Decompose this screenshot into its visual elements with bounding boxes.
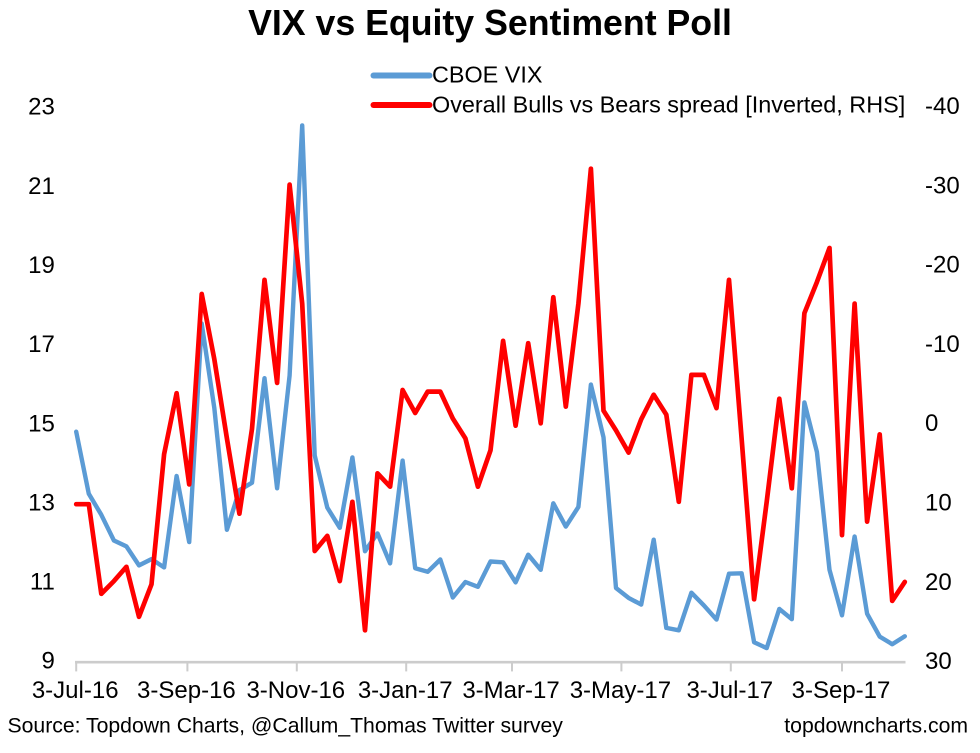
svg-text:0: 0: [925, 410, 938, 437]
svg-text:-30: -30: [925, 172, 960, 199]
svg-text:20: 20: [925, 569, 952, 596]
svg-text:topdowncharts.com: topdowncharts.com: [784, 715, 968, 738]
svg-text:3-Sep-16: 3-Sep-16: [137, 677, 236, 704]
svg-text:9: 9: [41, 648, 54, 675]
svg-text:-20: -20: [925, 252, 960, 279]
svg-text:Source: Topdown Charts, @Callu: Source: Topdown Charts, @Callum_Thomas T…: [8, 715, 564, 738]
svg-text:3-Jan-17: 3-Jan-17: [358, 677, 453, 704]
svg-text:23: 23: [28, 94, 55, 121]
svg-text:3-May-17: 3-May-17: [570, 677, 671, 704]
svg-text:3-Sep-17: 3-Sep-17: [792, 677, 891, 704]
svg-text:13: 13: [28, 489, 55, 516]
svg-text:-40: -40: [925, 93, 960, 120]
svg-text:-10: -10: [925, 331, 960, 358]
svg-text:10: 10: [925, 490, 952, 517]
svg-text:21: 21: [28, 173, 55, 200]
svg-text:30: 30: [925, 648, 952, 675]
svg-text:17: 17: [28, 331, 55, 358]
svg-text:15: 15: [28, 410, 55, 437]
svg-text:3-Jul-16: 3-Jul-16: [32, 677, 119, 704]
svg-text:3-Nov-16: 3-Nov-16: [246, 677, 345, 704]
svg-text:CBOE VIX: CBOE VIX: [432, 62, 543, 88]
svg-text:Overall Bulls vs Bears spread: Overall Bulls vs Bears spread [Inverted,…: [432, 92, 905, 118]
svg-text:19: 19: [28, 252, 55, 279]
svg-text:VIX vs Equity Sentiment Poll: VIX vs Equity Sentiment Poll: [248, 3, 732, 43]
svg-text:11: 11: [30, 569, 55, 596]
svg-text:3-Mar-17: 3-Mar-17: [462, 677, 559, 704]
svg-text:3-Jul-17: 3-Jul-17: [686, 677, 773, 704]
